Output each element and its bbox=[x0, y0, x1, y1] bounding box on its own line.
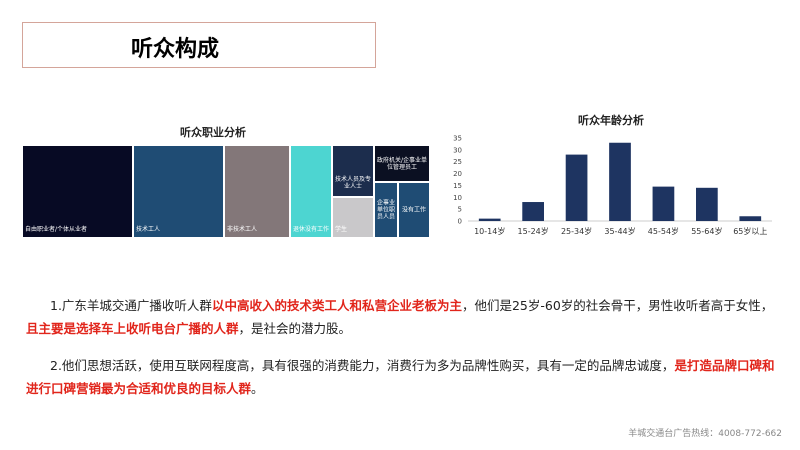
paragraph-1-text: ，他们是25岁-60岁的社会骨干，男性收听者高于女性， bbox=[461, 298, 774, 313]
treemap-label: 政府机关/企事业单位管理员工 bbox=[376, 156, 428, 171]
y-tick-label: 10 bbox=[453, 194, 462, 202]
y-tick-label: 5 bbox=[458, 206, 462, 214]
x-tick-label: 35-44岁 bbox=[604, 226, 635, 236]
bar-6 bbox=[739, 216, 762, 221]
treemap-label: 退休没有工作 bbox=[293, 226, 330, 233]
treemap-cell-employee: 企事业单位职员人员 bbox=[374, 182, 398, 238]
paragraph-2: 2.他们思想活跃，使用互联网程度高，具有很强的消费能力，消费行为多为品牌性购买，… bbox=[26, 354, 782, 400]
treemap-label: 技术工人 bbox=[136, 226, 161, 233]
x-tick-label: 25-34岁 bbox=[561, 226, 592, 236]
age-bar-chart: 0 5 10 15 20 25 30 35 10-14岁 15-24岁 25-34岁 35-44岁 45… bbox=[453, 135, 772, 236]
x-tick-label: 55-64岁 bbox=[691, 226, 722, 236]
y-tick-label: 35 bbox=[453, 135, 462, 143]
treemap-cell-freelancer: 自由职业者/个体从业者 bbox=[22, 145, 133, 238]
bar-3 bbox=[609, 142, 631, 221]
occupation-treemap: 自由职业者/个体从业者 技术工人 非技术工人 退休没有工作 技术人员及专业人士 … bbox=[22, 145, 430, 238]
age-chart-title: 听众年龄分析 bbox=[578, 114, 644, 127]
footer-hotline: 羊城交通台广告热线：4008-772-662 bbox=[628, 429, 782, 439]
treemap-cell-professional: 技术人员及专业人士 bbox=[332, 145, 374, 197]
bar-0 bbox=[478, 218, 501, 221]
treemap-cell-skilled-worker: 技术工人 bbox=[133, 145, 224, 238]
treemap-label: 企事业单位职员人员 bbox=[376, 199, 395, 221]
treemap-cell-student: 学生 bbox=[332, 197, 374, 238]
treemap-label: 自由职业者/个体从业者 bbox=[25, 226, 88, 233]
bar-2 bbox=[565, 154, 588, 221]
treemap-cell-unskilled-worker: 非技术工人 bbox=[224, 145, 290, 238]
occupation-chart-title: 听众职业分析 bbox=[180, 126, 246, 139]
paragraph-2-highlight: 是打造品牌口碑和进行口碑营销最为合适和优良的目标人群 bbox=[26, 358, 775, 396]
x-tick-label: 65岁以上 bbox=[733, 226, 767, 236]
y-tick-label: 25 bbox=[453, 158, 462, 166]
x-tick-label: 10-14岁 bbox=[474, 226, 505, 236]
treemap-cell-unemployed: 没有工作 bbox=[398, 182, 430, 238]
y-tick-label: 0 bbox=[458, 218, 462, 226]
y-tick-label: 15 bbox=[453, 182, 462, 190]
treemap-label: 非技术工人 bbox=[227, 226, 258, 233]
title-box: 听众构成 bbox=[22, 22, 376, 68]
paragraph-1-highlight: 以中高收入的技术类工人和私营企业老板为主 bbox=[211, 298, 462, 313]
page-title: 听众构成 bbox=[131, 37, 220, 62]
y-tick-label: 30 bbox=[453, 146, 462, 154]
paragraph-1: 1.广东羊城交通广播收听人群以中高收入的技术类工人和私营企业老板为主，他们是25… bbox=[26, 294, 782, 340]
x-tick-label: 15-24岁 bbox=[518, 226, 549, 236]
treemap-label: 技术人员及专业人士 bbox=[334, 176, 371, 190]
paragraph-1-text: ，是社会的潜力股。 bbox=[238, 321, 352, 336]
x-tick-label: 45-54岁 bbox=[648, 226, 679, 236]
treemap-cell-retired: 退休没有工作 bbox=[290, 145, 332, 238]
paragraph-2-text: 。 bbox=[251, 381, 264, 396]
bar-5 bbox=[696, 187, 718, 221]
paragraph-2-text: 2.他们思想活跃，使用互联网程度高，具有很强的消费能力，消费行为多为品牌性购买，… bbox=[50, 358, 675, 373]
paragraph-1-text: 1.广东羊城交通广播收听人群 bbox=[50, 298, 212, 313]
bar-4 bbox=[652, 186, 675, 221]
y-tick-label: 20 bbox=[453, 170, 462, 178]
treemap-label: 没有工作 bbox=[401, 206, 426, 214]
treemap-label: 学生 bbox=[335, 226, 348, 233]
treemap-cell-government: 政府机关/企事业单位管理员工 bbox=[374, 145, 430, 182]
bar-1 bbox=[522, 202, 544, 221]
paragraph-1-highlight: 且主要是选择车上收听电台广播的人群 bbox=[26, 321, 239, 336]
